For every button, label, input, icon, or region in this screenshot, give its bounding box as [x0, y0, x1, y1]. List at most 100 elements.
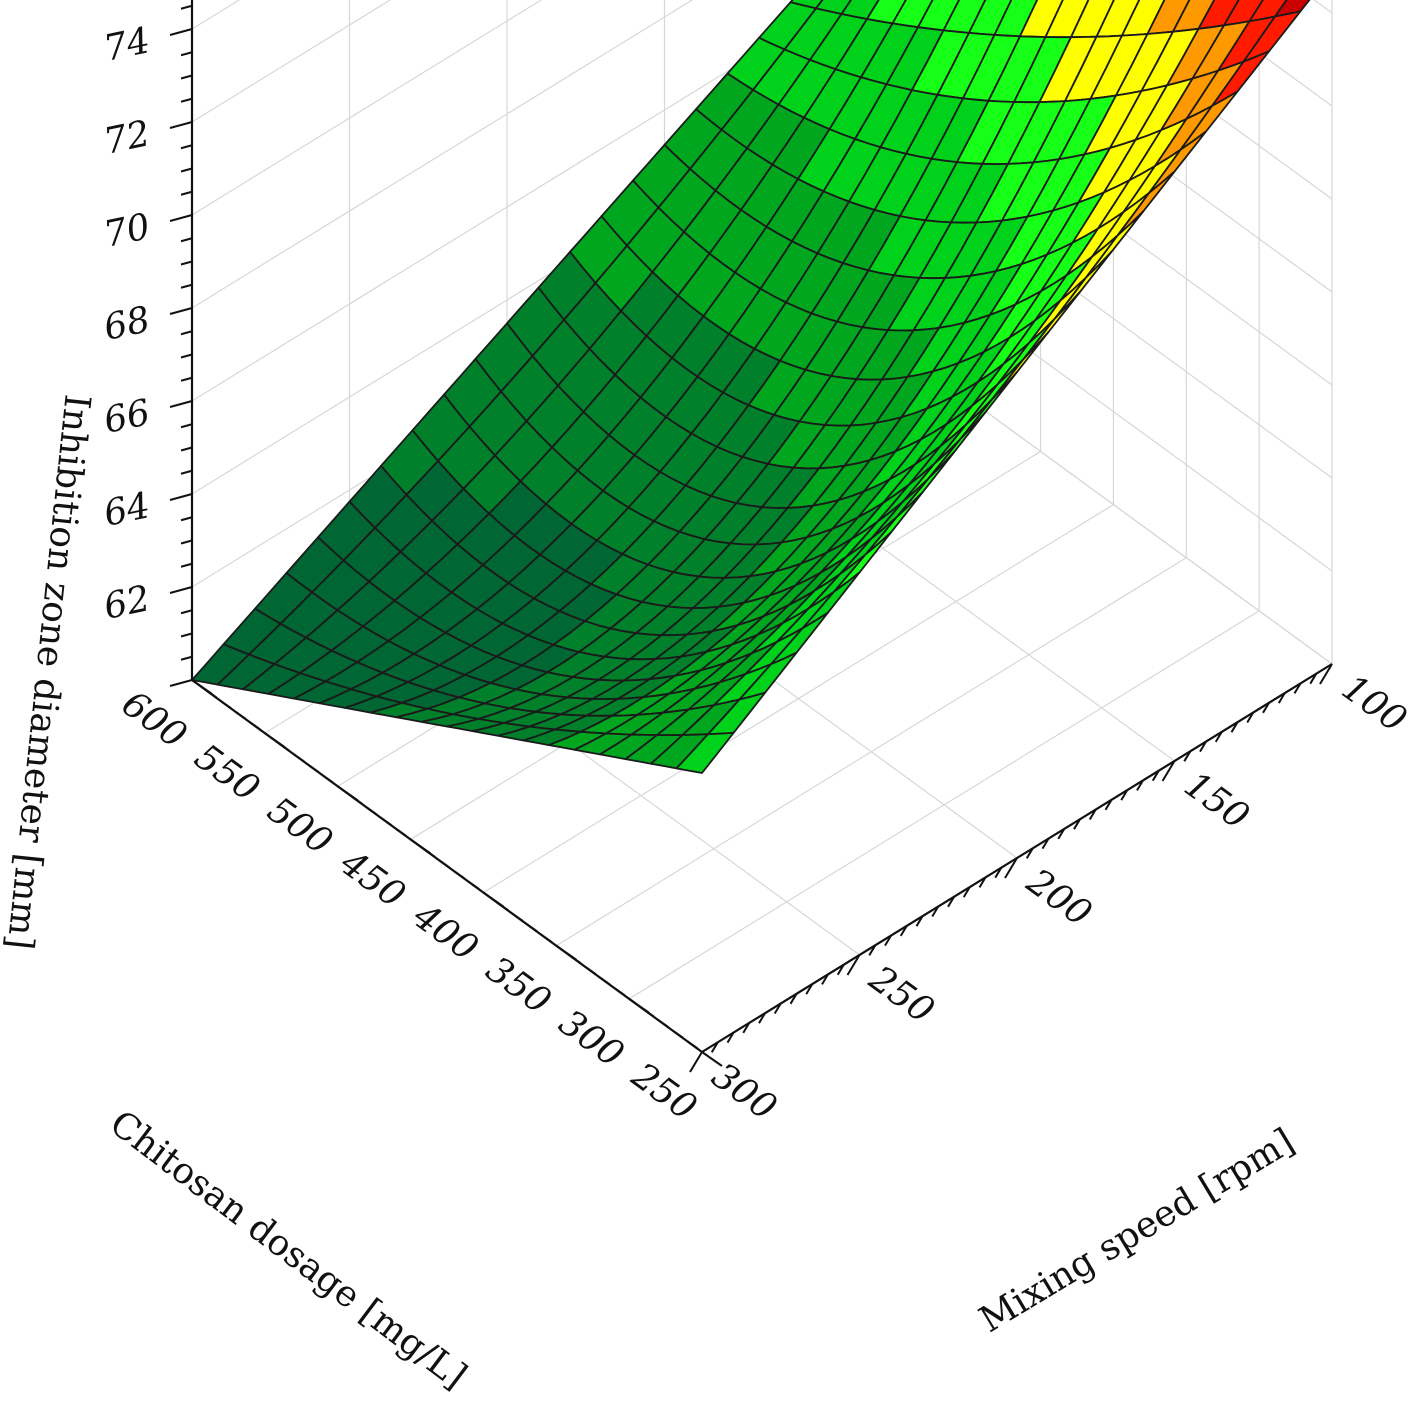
z-minor-tick [180, 516, 193, 522]
y-minor-tick [1199, 741, 1207, 753]
x-axis-title: Chitosan dosage [mg/L] [102, 1103, 474, 1397]
z-minor-tick [180, 632, 193, 638]
y-major-tick [1319, 663, 1333, 685]
x-major-tick [628, 998, 650, 1014]
x-major-tick [555, 944, 577, 961]
y-minor-tick [1293, 682, 1302, 694]
y-minor-tick [773, 1002, 782, 1015]
y-minor-tick [962, 886, 971, 898]
x-major-tick [409, 838, 432, 855]
y-tick-label: 200 [1018, 861, 1099, 935]
z-tick-label: 64 [100, 485, 153, 535]
y-minor-tick [915, 915, 924, 927]
wall-grid-line [191, 0, 543, 216]
y-minor-tick [931, 905, 940, 918]
x-minor-tick [657, 1019, 669, 1028]
z-tick-label: 72 [100, 113, 153, 163]
y-minor-tick [726, 1032, 735, 1044]
x-minor-tick [672, 1029, 684, 1039]
y-minor-tick [1183, 750, 1192, 762]
z-axis-title: Inhibition zone diameter [mm] [0, 392, 98, 951]
x-minor-tick [293, 753, 305, 763]
x-major-tick [482, 891, 505, 908]
wall-grid-line [191, 0, 694, 309]
wall-grid-line [191, 0, 392, 123]
z-minor-tick [180, 609, 193, 615]
x-tick-label: 500 [260, 790, 340, 864]
y-minor-tick [1230, 721, 1239, 733]
x-minor-tick [249, 721, 261, 731]
y-major-tick [1004, 857, 1018, 879]
z-minor-tick [180, 190, 193, 196]
y-tick-label: 250 [861, 958, 942, 1032]
z-minor-tick [180, 144, 193, 150]
y-minor-tick [1277, 692, 1286, 704]
z-tick-label: 74 [100, 20, 153, 70]
x-minor-tick [220, 700, 232, 710]
z-minor-tick [180, 423, 193, 429]
y-minor-tick [710, 1041, 719, 1053]
y-minor-tick [742, 1022, 751, 1034]
x-minor-tick [686, 1040, 699, 1050]
y-minor-tick [1136, 779, 1144, 791]
z-minor-tick [180, 376, 193, 382]
x-minor-tick [439, 859, 451, 869]
x-tick-label: 450 [332, 842, 413, 916]
x-major-tick [337, 785, 359, 802]
z-tick-label: 70 [100, 206, 153, 256]
y-major-tick [846, 954, 861, 976]
z-minor-tick [180, 260, 193, 266]
x-tick-label: 250 [623, 1055, 704, 1129]
z-minor-tick [180, 469, 193, 475]
x-tick-label: 600 [114, 683, 194, 757]
y-minor-tick [868, 944, 877, 956]
y-minor-tick [805, 983, 814, 995]
x-minor-tick [541, 934, 553, 943]
y-tick-label: 100 [1334, 667, 1414, 741]
y-minor-tick [789, 993, 798, 1005]
z-major-tick [169, 28, 193, 36]
y-minor-tick [1214, 731, 1223, 743]
x-major-tick [264, 732, 286, 748]
x-minor-tick [453, 870, 465, 880]
y-minor-tick [978, 876, 987, 888]
z-major-tick [169, 493, 193, 501]
z-minor-tick [180, 4, 193, 10]
z-minor-tick [180, 74, 193, 80]
y-minor-tick [1025, 847, 1034, 859]
y-minor-tick [1309, 673, 1318, 685]
z-minor-tick [180, 97, 193, 103]
y-minor-tick [1088, 808, 1097, 821]
z-minor-tick [180, 167, 193, 173]
x-tick-label: 550 [187, 736, 267, 810]
x-minor-tick [613, 987, 626, 997]
z-major-tick [169, 586, 193, 594]
z-tick-label: 62 [100, 578, 153, 628]
z-minor-tick [180, 562, 193, 568]
x-minor-tick [366, 806, 378, 816]
z-minor-tick [180, 446, 193, 452]
z-major-tick [169, 307, 193, 315]
y-minor-tick [821, 973, 829, 985]
x-tick-label: 300 [551, 1002, 631, 1076]
y-minor-tick [884, 935, 892, 947]
x-tick-label: 350 [478, 949, 558, 1023]
y-minor-tick [899, 925, 908, 937]
x-tick-label: 400 [405, 895, 486, 969]
y-minor-tick [836, 964, 845, 976]
y-minor-tick [1104, 799, 1113, 811]
y-minor-tick [1057, 828, 1066, 840]
x-minor-tick [584, 966, 597, 975]
surface-cell [675, 732, 735, 774]
y-minor-tick [1246, 711, 1255, 724]
y-minor-tick [1120, 789, 1129, 801]
z-minor-tick [180, 51, 193, 57]
z-minor-tick [180, 237, 193, 243]
z-minor-tick [180, 330, 193, 336]
x-major-tick [701, 1051, 723, 1067]
x-minor-tick [235, 711, 247, 720]
y-minor-tick [758, 1012, 766, 1024]
y-minor-tick [947, 896, 955, 908]
z-minor-tick [180, 353, 193, 359]
